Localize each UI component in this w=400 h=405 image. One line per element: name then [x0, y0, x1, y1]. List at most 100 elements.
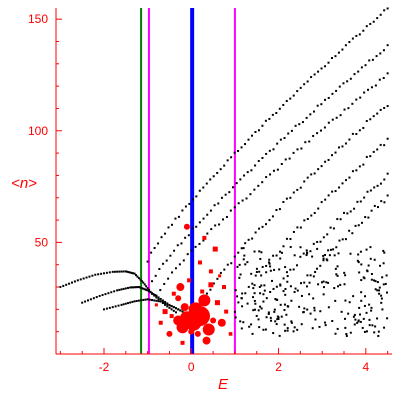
band-point — [258, 227, 261, 230]
band-point — [328, 254, 331, 257]
band-point — [223, 164, 226, 167]
band-point — [209, 209, 212, 212]
arc-point — [164, 302, 167, 305]
cloud-point — [347, 312, 350, 315]
cloud-point — [349, 331, 352, 334]
cloud-point — [359, 250, 362, 253]
band-point — [190, 249, 193, 252]
arc-point — [153, 299, 156, 302]
band-point — [233, 255, 236, 258]
band-point — [278, 107, 281, 110]
band-point — [298, 123, 301, 126]
band-point — [213, 204, 216, 207]
band-point — [379, 108, 382, 111]
cloud-point — [366, 269, 369, 272]
band-point — [272, 148, 275, 151]
band-point — [276, 168, 279, 171]
arc-point — [59, 286, 62, 289]
arc-point — [153, 294, 156, 297]
band-point — [182, 259, 185, 262]
band-point — [220, 196, 223, 199]
cloud-point — [289, 246, 292, 249]
band-point — [331, 118, 334, 121]
arc-point — [159, 300, 162, 303]
arc-point — [104, 293, 107, 296]
cloud-point — [258, 285, 261, 288]
band-point — [265, 223, 268, 226]
cloud-point — [377, 334, 380, 337]
arc-point — [135, 274, 137, 277]
cloud-point — [368, 318, 371, 321]
band-point — [285, 271, 288, 274]
band-point — [355, 98, 358, 101]
cloud-point — [324, 253, 327, 256]
band-point — [250, 134, 253, 137]
arc-point — [85, 276, 88, 279]
weighted-point — [154, 303, 158, 307]
band-point — [187, 234, 190, 237]
cloud-point — [311, 255, 314, 258]
arc-point — [124, 270, 127, 273]
band-point — [339, 218, 342, 221]
band-point — [346, 212, 349, 215]
y-tick-label: 50 — [35, 235, 49, 249]
cloud-point — [363, 330, 366, 333]
band-point — [335, 89, 338, 92]
cloud-point — [370, 273, 373, 276]
band-point — [194, 245, 197, 248]
cloud-point — [382, 283, 385, 286]
band-point — [176, 244, 179, 247]
cloud-point — [312, 297, 315, 300]
arc-point — [111, 270, 114, 273]
band-point — [358, 165, 361, 168]
cloud-point — [309, 312, 312, 315]
band-point — [254, 164, 257, 167]
band-point — [205, 182, 208, 185]
cloud-point — [306, 308, 309, 311]
band-point — [339, 114, 342, 117]
cloud-point — [284, 293, 287, 296]
arc-point — [110, 291, 113, 294]
arc-point — [76, 279, 79, 282]
band-point — [373, 186, 376, 189]
arc-point — [181, 310, 184, 313]
arc-point — [155, 299, 158, 302]
band-point — [351, 102, 354, 105]
cloud-point — [257, 309, 260, 312]
band-point — [271, 215, 274, 218]
cloud-point — [370, 306, 373, 309]
cloud-point — [257, 318, 260, 321]
band-point — [191, 198, 194, 201]
cloud-point — [260, 284, 263, 287]
arc-point — [73, 280, 76, 283]
band-point — [346, 80, 349, 83]
arc-point — [140, 299, 143, 302]
band-point — [312, 134, 315, 137]
band-point — [327, 61, 330, 64]
arc-point — [118, 270, 121, 273]
cloud-point — [317, 283, 320, 286]
band-point — [343, 108, 346, 111]
band-point — [279, 138, 282, 141]
cloud-point — [305, 285, 308, 288]
cloud-point — [360, 299, 363, 302]
band-point — [299, 186, 302, 189]
band-point — [209, 288, 212, 291]
arc-point — [81, 301, 84, 304]
cloud-point — [269, 269, 272, 272]
cloud-point — [344, 299, 347, 302]
weighted-point — [194, 330, 201, 337]
cloud-point — [376, 289, 379, 292]
band-point — [178, 263, 181, 266]
arc-point — [122, 270, 125, 273]
arc-point — [145, 285, 148, 288]
band-point — [334, 151, 337, 154]
cloud-point — [382, 262, 385, 265]
cloud-point — [357, 253, 360, 256]
band-point — [264, 119, 267, 122]
band-point — [306, 80, 309, 83]
arc-point — [133, 300, 136, 303]
band-point — [383, 144, 386, 147]
band-point — [338, 239, 341, 242]
arc-point — [122, 303, 125, 306]
